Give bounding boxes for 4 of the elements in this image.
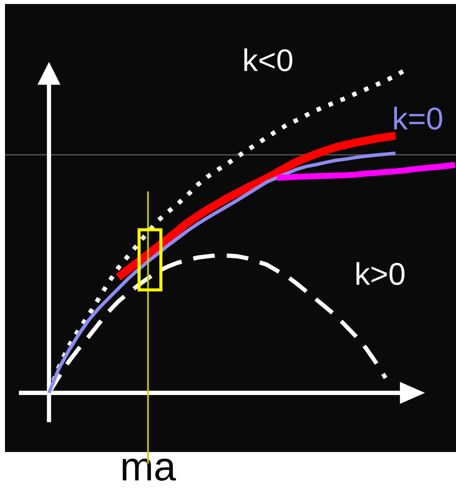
text: ma [122, 458, 176, 481]
series-label: k<0 [244, 48, 292, 72]
series-label: k>0 [356, 262, 404, 286]
series-label: k=0 [394, 106, 442, 130]
